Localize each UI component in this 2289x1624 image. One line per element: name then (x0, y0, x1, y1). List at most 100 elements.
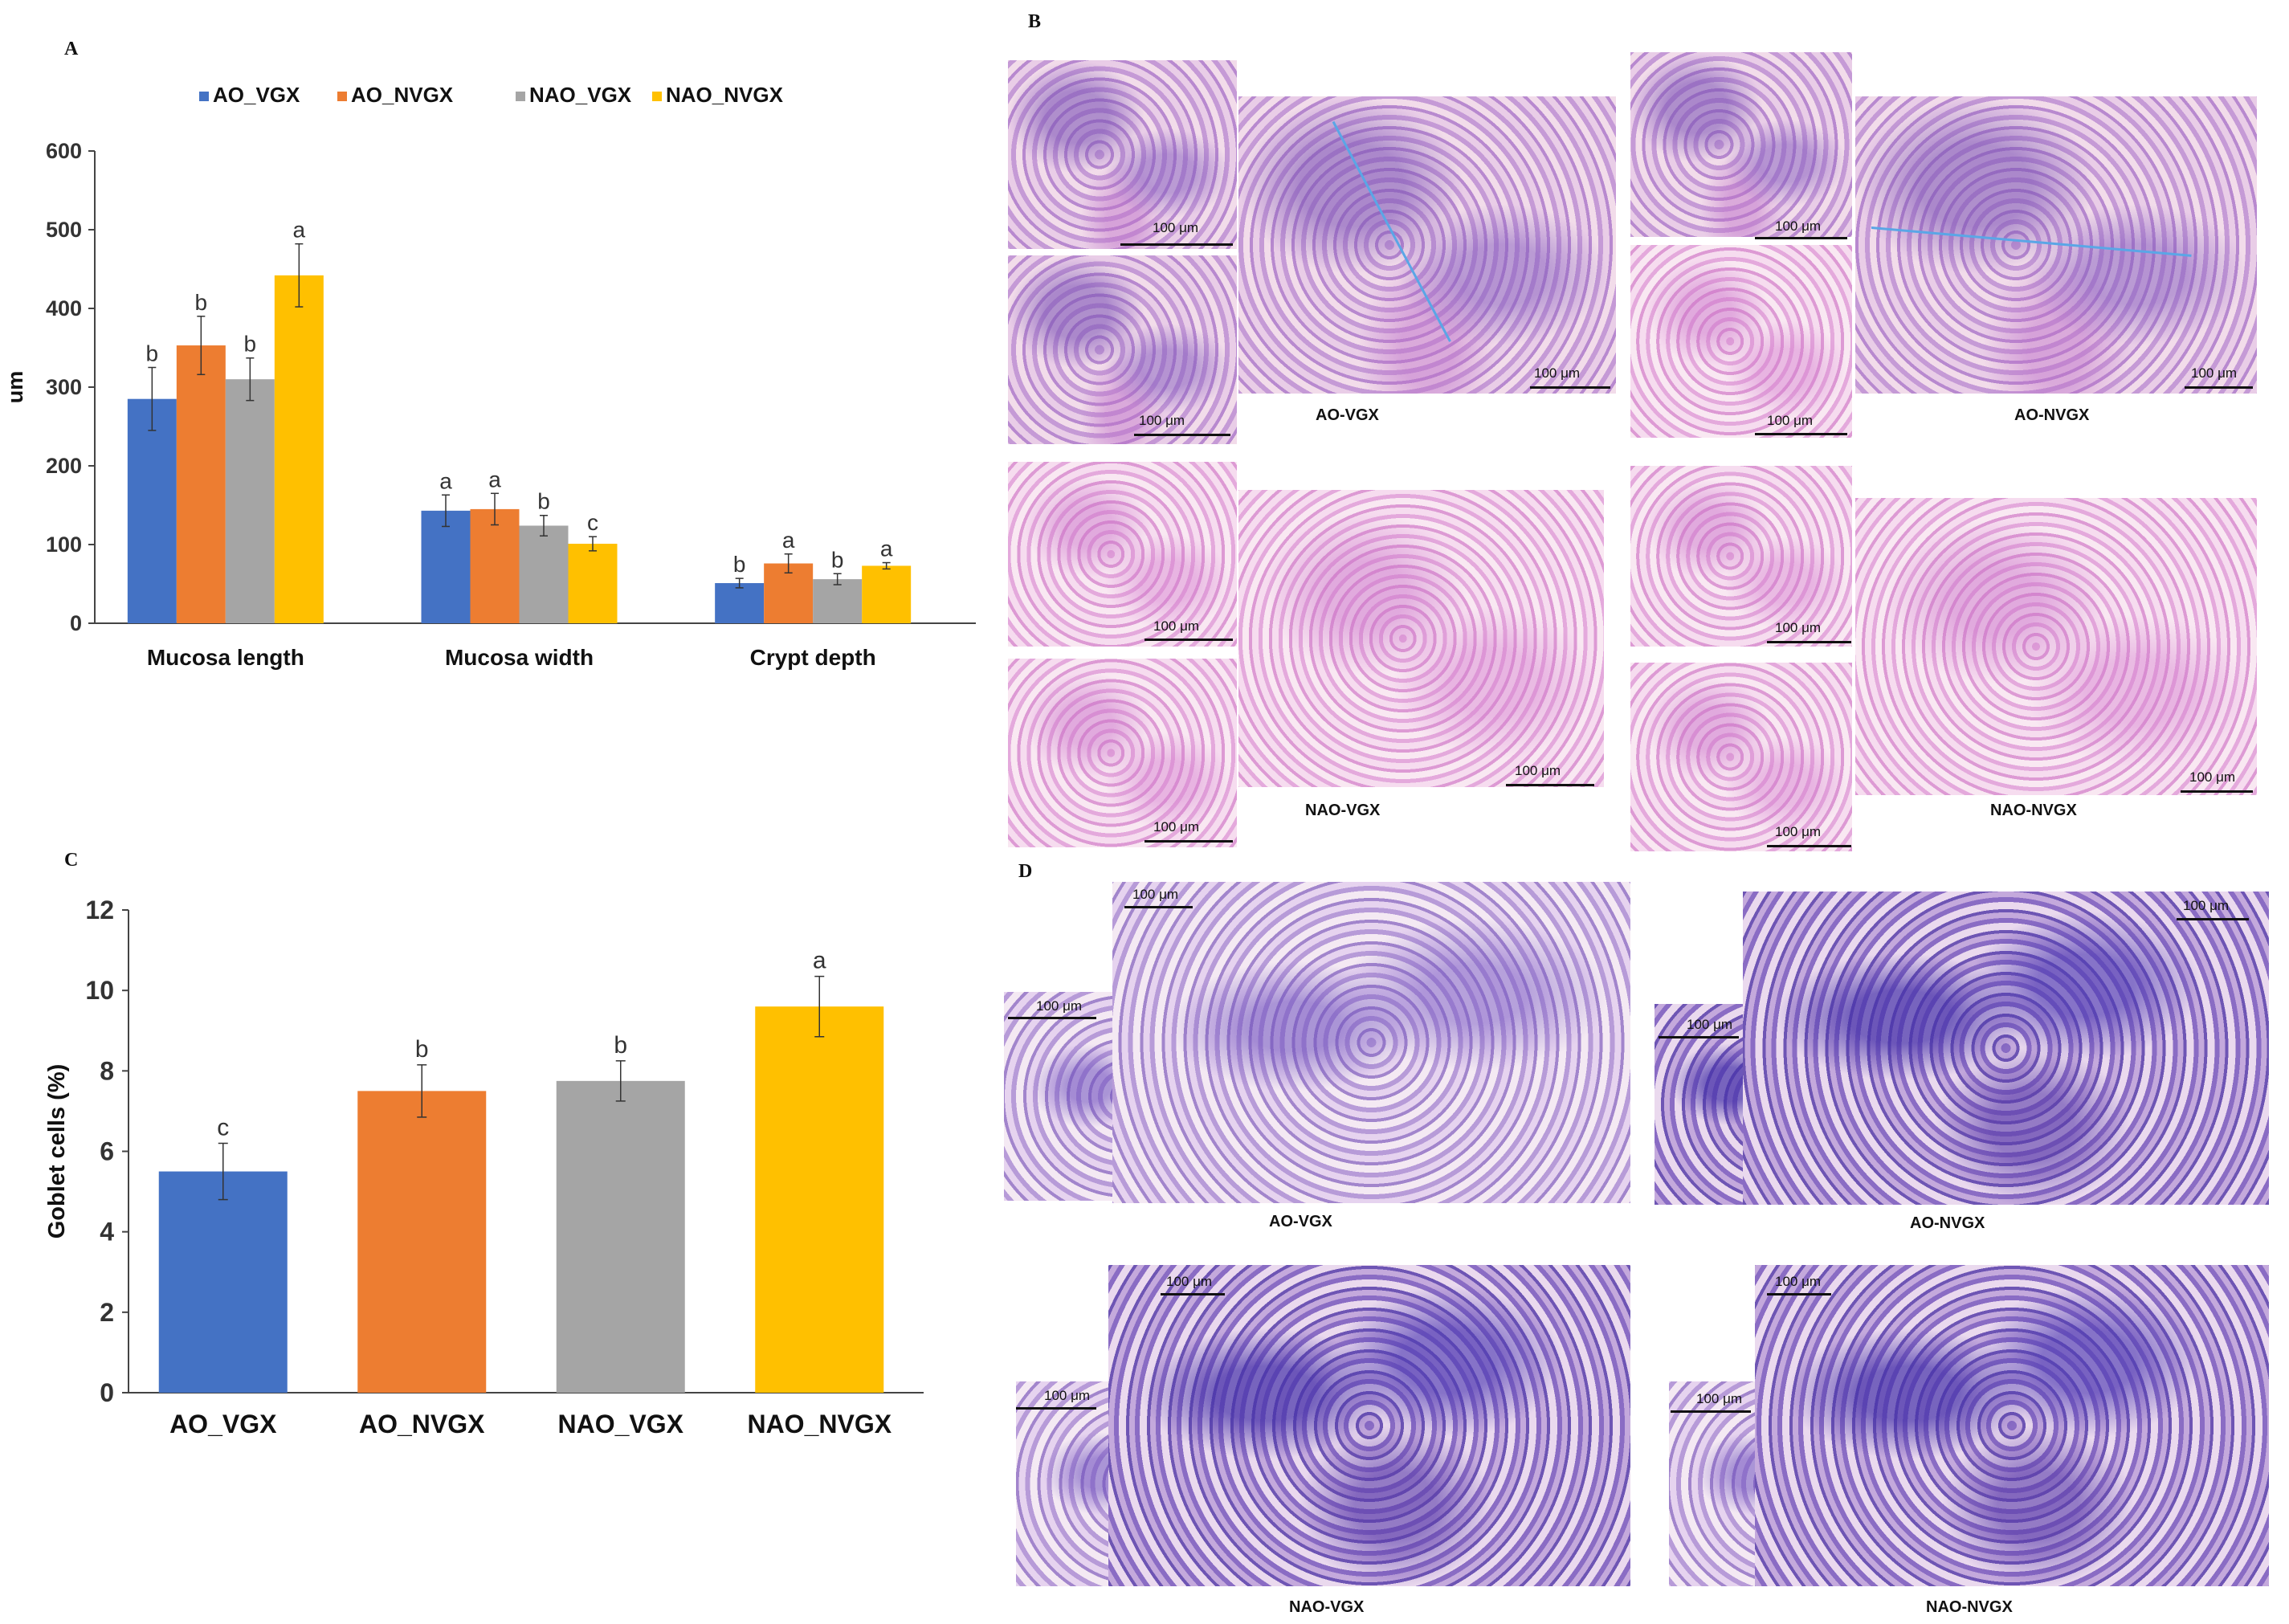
scale-bar (2181, 790, 2253, 793)
chart-a: 0 100 200 300 400 500 600 um AO_VGX AO_NVGX NAO_VG… (3, 83, 976, 670)
bar (274, 275, 324, 623)
bar (755, 1006, 884, 1393)
scale-bar (1530, 386, 1610, 389)
scale-text: 100 μm (1775, 1274, 1822, 1289)
scale-bar (1008, 1017, 1096, 1019)
scale-bar (1124, 906, 1193, 908)
scale-bar (2177, 918, 2249, 920)
scale-text: 100 μm (1767, 413, 1814, 428)
y-tick-label: 0 (70, 611, 82, 635)
y-tick-label: 400 (46, 296, 82, 320)
significance-letter: b (733, 552, 746, 577)
label-d-nao-vgx: NAO-VGX (1289, 1598, 1365, 1616)
scale-text: 100 μm (1139, 413, 1185, 428)
bar (862, 565, 912, 623)
scale-text: 100 μm (1036, 998, 1083, 1014)
scale-bar (1144, 840, 1233, 843)
bar (556, 1080, 685, 1393)
micrograph-b-nao-vgx-main (1238, 490, 1604, 787)
scale-text: 100 μm (1153, 819, 1200, 834)
micrograph-d-nao-vgx-main (1108, 1265, 1630, 1586)
legend-entry: NAO_VGX (529, 83, 632, 107)
bar (519, 525, 569, 623)
bar (158, 1171, 288, 1393)
micrograph-d-ao-vgx-main (1112, 882, 1630, 1203)
significance-letter: a (782, 528, 795, 553)
bar (470, 508, 520, 623)
significance-letter: a (293, 218, 306, 243)
legend-entry: AO_NVGX (351, 83, 454, 107)
label-d-ao-vgx: AO-VGX (1269, 1213, 1332, 1230)
significance-letter: b (614, 1032, 627, 1059)
label-b-ao-nvgx: AO-NVGX (2014, 406, 2090, 424)
y-tick-label: 0 (100, 1378, 114, 1407)
scale-text: 100 μm (2183, 898, 2230, 913)
scale-bar (1506, 784, 1594, 786)
significance-letter: a (813, 948, 826, 974)
bar (813, 579, 863, 623)
micrograph-d-ao-nvgx-main (1743, 892, 2269, 1205)
significance-letter: b (831, 547, 844, 572)
scale-text: 100 μm (1775, 824, 1822, 839)
legend-swatch (199, 92, 209, 101)
scale-bar (1767, 1293, 1831, 1296)
y-axis-label: Goblet cells (%) (44, 1064, 70, 1239)
x-category-label: AO_VGX (169, 1410, 277, 1438)
x-category-label: Mucosa width (445, 645, 594, 670)
label-d-nao-nvgx: NAO-NVGX (1926, 1598, 2013, 1616)
scale-bar (1767, 845, 1851, 847)
legend-swatch (652, 92, 662, 101)
scale-text: 100 μm (1153, 220, 1199, 235)
scale-text: 100 μm (1166, 1274, 1213, 1289)
bar (225, 379, 275, 623)
scale-text: 100 μm (1153, 618, 1200, 634)
label-b-ao-vgx: AO-VGX (1316, 406, 1379, 424)
scale-bar (1659, 1036, 1739, 1038)
bar (357, 1091, 487, 1393)
scale-text: 100 μm (1687, 1017, 1733, 1032)
legend-swatch (337, 92, 347, 101)
scale-bar (1144, 639, 1233, 641)
x-category-label: NAO_VGX (558, 1410, 684, 1438)
y-tick-label: 2 (100, 1298, 114, 1327)
scale-bar (1767, 641, 1851, 643)
scale-text: 100 μm (1534, 365, 1581, 381)
scale-bar (1755, 237, 1847, 239)
micrograph-b-nao-nvgx-top-left (1630, 466, 1852, 647)
legend-swatch (516, 92, 525, 101)
x-category-label: Mucosa length (147, 645, 304, 670)
significance-letter: c (217, 1114, 229, 1140)
x-category-label: Crypt depth (750, 645, 876, 670)
scale-text: 100 μm (2191, 365, 2238, 381)
x-category-label: NAO_NVGX (747, 1410, 892, 1438)
scale-bar (1671, 1410, 1751, 1413)
scale-bar (1134, 434, 1230, 436)
bar (421, 510, 471, 623)
scale-text: 100 μm (2189, 769, 2236, 785)
scale-bar (2185, 386, 2253, 389)
scale-text: 100 μm (1044, 1388, 1091, 1403)
significance-letter: b (415, 1036, 429, 1063)
y-tick-label: 600 (46, 139, 82, 163)
significance-letter: c (587, 510, 598, 535)
micrograph-b-nao-nvgx-main (1855, 498, 2257, 795)
scale-bar (1161, 1293, 1225, 1296)
y-tick-label: 200 (46, 454, 82, 478)
micrograph-b-nao-nvgx-bottom-left (1630, 663, 1852, 851)
scale-bar (1120, 243, 1233, 246)
micrograph-b-ao-nvgx-top-left (1630, 52, 1852, 237)
y-tick-label: 4 (100, 1218, 114, 1247)
y-tick-label: 6 (100, 1137, 114, 1166)
significance-letter: b (244, 332, 257, 357)
significance-letter: b (146, 341, 159, 366)
panel-label-a: A (64, 39, 79, 59)
scale-text: 100 μm (1775, 218, 1822, 234)
bar (176, 345, 226, 623)
y-tick-label: 12 (85, 896, 114, 924)
scale-text: 100 μm (1775, 620, 1822, 635)
scale-text: 100 μm (1132, 887, 1179, 902)
significance-letter: b (537, 489, 550, 514)
scale-bar (1016, 1407, 1096, 1410)
micrograph-b-ao-vgx-bottom-left (1008, 255, 1237, 444)
panel-label-c: C (64, 850, 79, 871)
